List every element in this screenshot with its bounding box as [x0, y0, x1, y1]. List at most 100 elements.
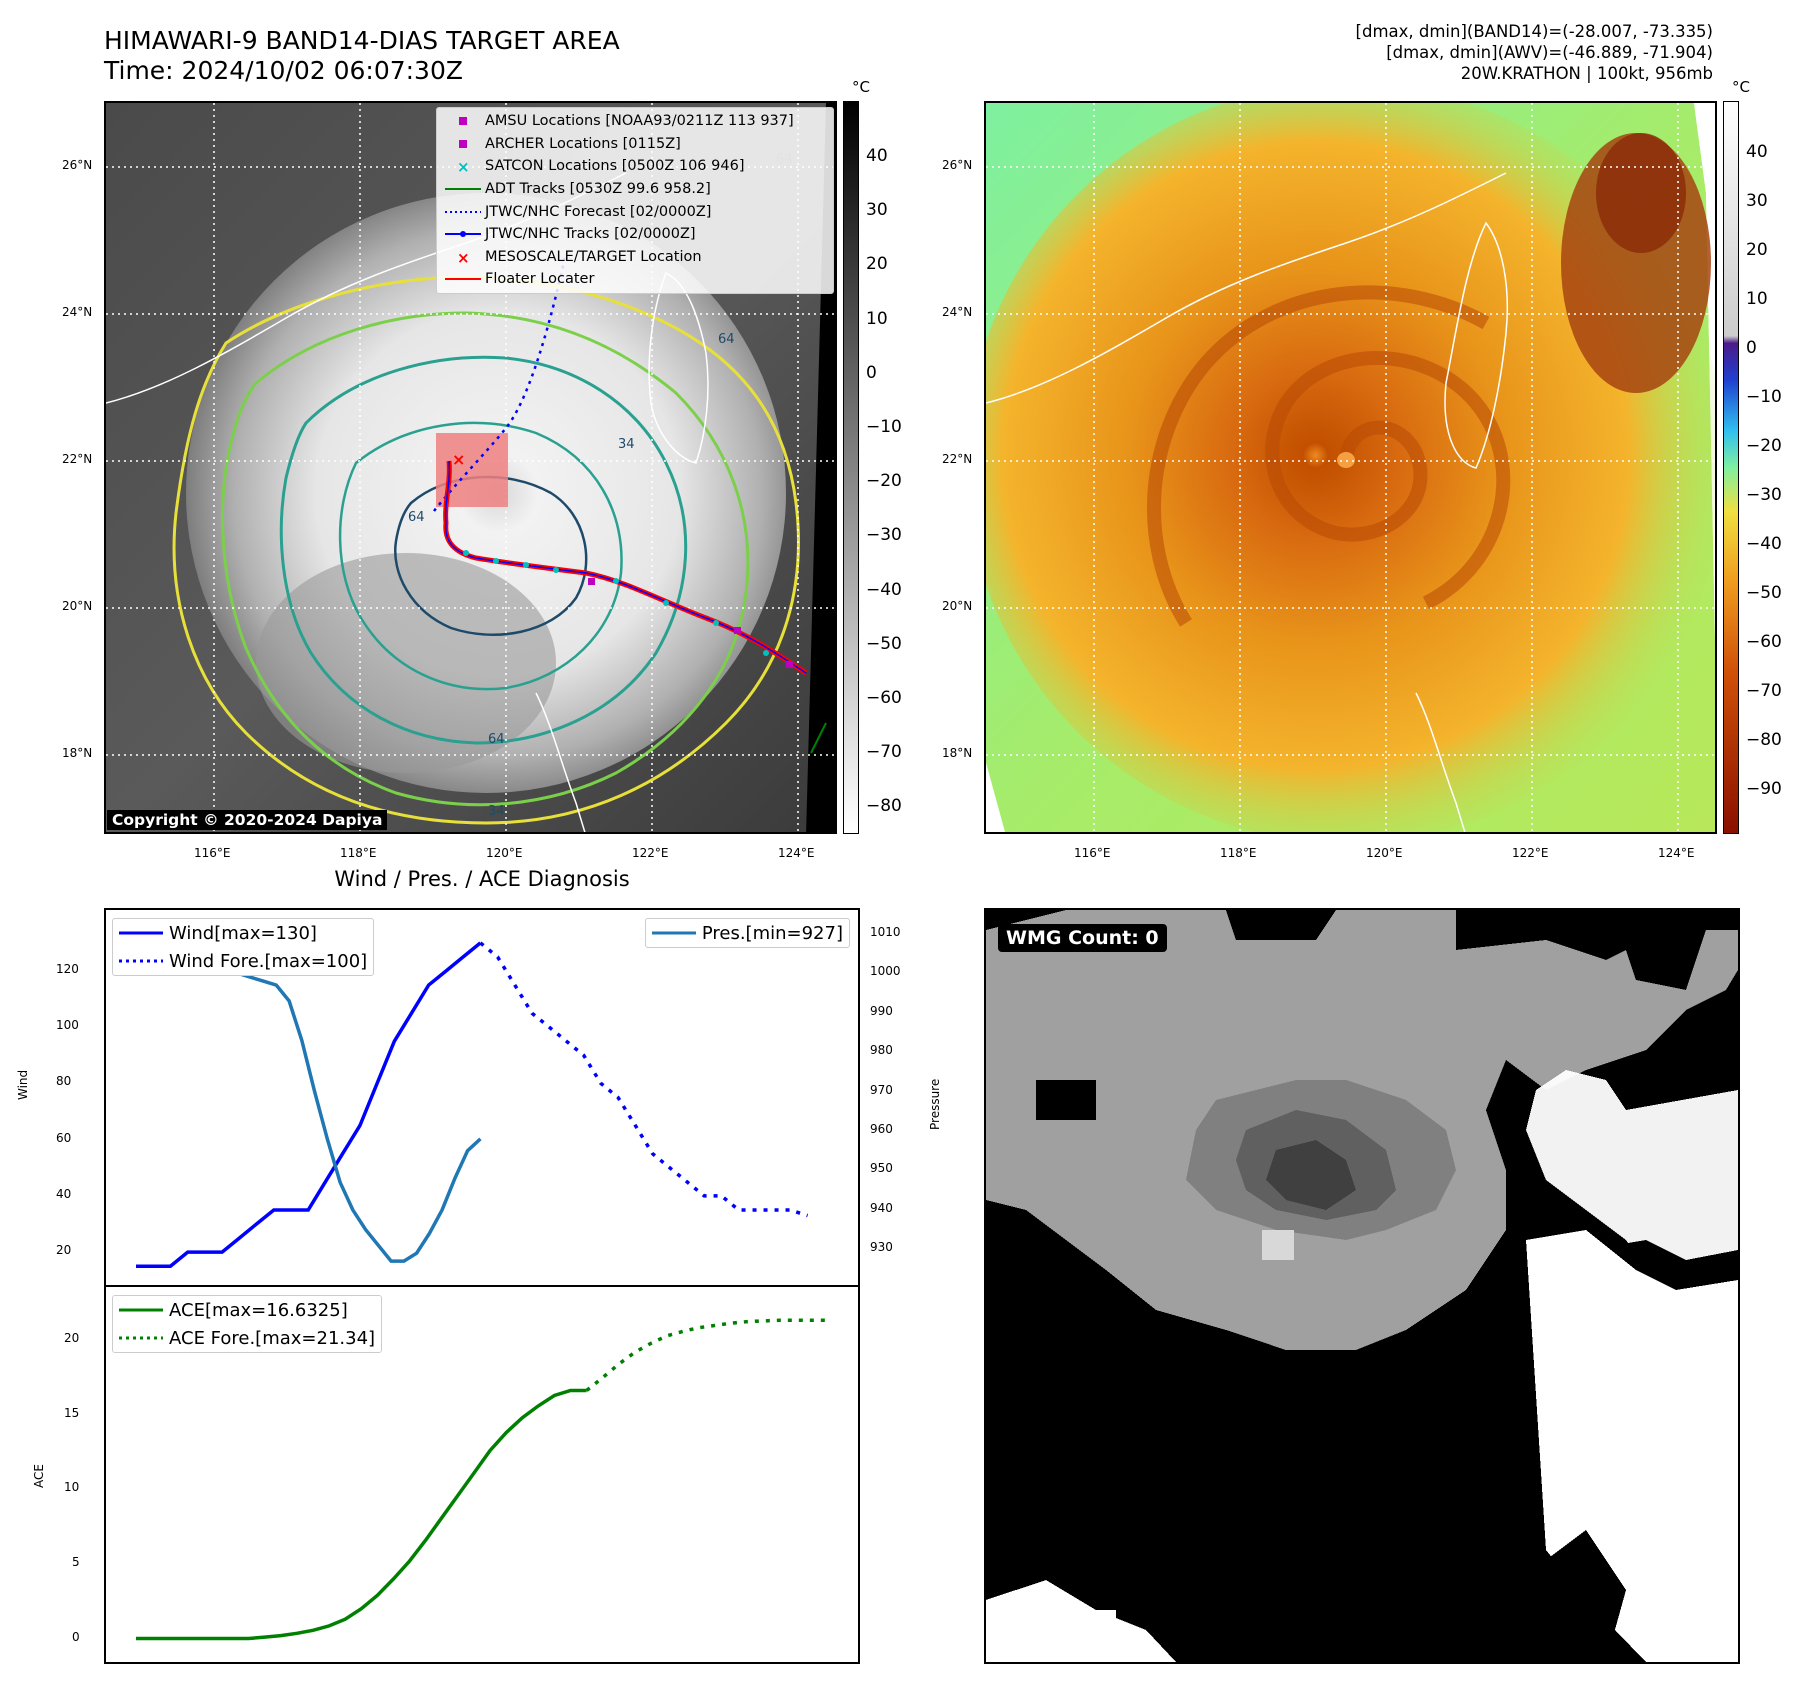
map-legend-item: × MESOSCALE/TARGET Location: [441, 246, 829, 269]
wind-ytick: 60: [56, 1130, 72, 1145]
lon-label-116e: 116°E: [194, 846, 231, 860]
wind-axis-label: Wind: [16, 1069, 30, 1100]
ace-legend: ACE[max=16.6325] ACE Fore.[max=21.34]: [112, 1295, 383, 1353]
colorbar-right-tick: 0: [1746, 338, 1757, 358]
wind-ytick: 120: [56, 961, 79, 976]
ace-chart-panel: ACE[max=16.6325] ACE Fore.[max=21.34]: [104, 1285, 860, 1664]
colorbar-left-tick: 10: [866, 308, 888, 329]
lon-label-124e-right: 124°E: [1658, 846, 1695, 860]
colorbar-right-tick: −30: [1746, 485, 1782, 505]
lat-label-24n: 24°N: [62, 305, 93, 319]
chart-title: Wind / Pres. / ACE Diagnosis: [334, 867, 630, 891]
map-legend-item: × SATCON Locations [0500Z 106 946]: [441, 155, 829, 178]
legend-pressure: Pres.[min=927]: [651, 922, 843, 944]
colorbar-right-tick: −20: [1746, 436, 1782, 456]
figure-title: HIMAWARI-9 BAND14-DIAS TARGET AREA: [104, 26, 620, 55]
wind-chart-series-1: [479, 941, 809, 1218]
lon-label-118e-right: 118°E: [1220, 846, 1257, 860]
ace-chart: [136, 1318, 828, 1641]
ace-ytick: 10: [64, 1480, 80, 1495]
colorbar-right-tick: −90: [1746, 779, 1782, 799]
info-storm: 20W.KRATHON | 100kt, 956mb: [1460, 64, 1713, 83]
colorbar-left-tick: −50: [866, 633, 902, 654]
colorbar-right-tick: −10: [1746, 387, 1782, 407]
legend-symbol-icon: ×: [457, 158, 470, 176]
colorbar-left-tick: 30: [866, 200, 888, 221]
lon-label-118e: 118°E: [340, 846, 377, 860]
colorbar-left-tick: 0: [866, 362, 877, 383]
colorbar-right-tick: −40: [1746, 534, 1782, 554]
wind-ytick: 100: [56, 1018, 79, 1033]
map-legend-item: Floater Locater: [441, 268, 829, 291]
enhanced-map-image: [986, 103, 1715, 832]
colorbar-right-tick: −70: [1746, 681, 1782, 701]
colorbar-right-tick: 20: [1746, 240, 1768, 260]
wind-pres-chart-panel: Wind[max=130] Wind Fore.[max=100] Pres.[…: [104, 908, 860, 1287]
pressure-ytick: 990: [870, 1003, 893, 1018]
lat-label-26n: 26°N: [62, 158, 93, 172]
colorbar-right-tick: 30: [1746, 191, 1768, 211]
pressure-ytick: 930: [870, 1240, 893, 1255]
legend-ace-fore: ACE Fore.[max=21.34]: [119, 1327, 376, 1349]
figure-time: Time: 2024/10/02 06:07:30Z: [104, 56, 463, 85]
ace-chart-series-0: [136, 1388, 587, 1641]
colorbar-right-unit: °C: [1732, 78, 1750, 96]
ir-map-panel: × 64 64 64 64 34 34 AMSU Locations [NOAA…: [104, 101, 837, 834]
legend-wind-fore: Wind Fore.[max=100]: [119, 950, 368, 972]
legend-ace: ACE[max=16.6325]: [119, 1299, 348, 1321]
map-legend-item: JTWC/NHC Tracks [02/0000Z]: [441, 223, 829, 246]
colorbar-right-tick: 40: [1746, 142, 1768, 162]
svg-text:×: ×: [452, 450, 465, 469]
info-band14-range: [dmax, dmin](BAND14)=(-28.007, -73.335): [1355, 22, 1713, 41]
lon-label-120e-right: 120°E: [1366, 846, 1403, 860]
lat-label-22n: 22°N: [62, 452, 93, 466]
ace-chart-series-1: [585, 1318, 828, 1392]
lat-label-24n-right: 24°N: [942, 305, 973, 319]
wmg-panel: WMG Count: 0: [984, 908, 1740, 1664]
pressure-ytick: 950: [870, 1161, 893, 1176]
colorbar-right-tick: −50: [1746, 583, 1782, 603]
contour-label-1: 64: [408, 510, 425, 525]
svg-text:×: ×: [457, 249, 470, 267]
lon-label-124e: 124°E: [778, 846, 815, 860]
colorbar-left-tick: 40: [866, 146, 888, 166]
legend-wind: Wind[max=130]: [119, 922, 317, 944]
lat-label-18n: 18°N: [62, 746, 93, 760]
pressure-ytick: 1010: [870, 924, 901, 939]
ace-ytick: 5: [72, 1554, 80, 1569]
ace-ytick: 20: [64, 1331, 80, 1346]
pressure-ytick: 940: [870, 1200, 893, 1215]
colorbar-right-tick: −60: [1746, 632, 1782, 652]
colorbar-left-tick: −30: [866, 525, 902, 546]
colorbar-left-tick: −10: [866, 417, 902, 437]
colorbar-left-tick: −20: [866, 471, 902, 492]
colorbar-left-tick: −60: [866, 688, 902, 708]
wmg-image: [986, 910, 1738, 1662]
pressure-ytick: 960: [870, 1122, 893, 1136]
wind-chart-series-2: [136, 940, 482, 1263]
lon-label-122e: 122°E: [632, 846, 669, 860]
pressure-ytick: 980: [870, 1043, 893, 1058]
map-legend-item: ADT Tracks [0530Z 99.6 958.2]: [441, 178, 829, 201]
contour-label-6: 34: [488, 804, 505, 819]
legend-symbol-icon: [445, 210, 481, 213]
legend-symbol-icon: [445, 231, 481, 238]
lon-label-122e-right: 122°E: [1512, 846, 1549, 860]
lat-label-26n-right: 26°N: [942, 158, 973, 172]
wmg-count-badge: WMG Count: 0: [998, 924, 1167, 952]
colorbar-left-unit: °C: [852, 78, 870, 96]
ace-ytick: 15: [64, 1405, 80, 1420]
enhanced-map-panel: [984, 101, 1717, 834]
ace-ytick: 0: [72, 1629, 80, 1644]
lon-label-116e-right: 116°E: [1074, 846, 1111, 860]
lat-label-20n-right: 20°N: [942, 599, 973, 613]
contour-label-2: 64: [718, 332, 735, 347]
map-legend-item: ARCHER Locations [0115Z]: [441, 133, 829, 156]
wind-chart-series-0: [136, 941, 482, 1268]
colorbar-left-tick: 20: [866, 254, 888, 275]
wind-ytick: 20: [56, 1243, 72, 1258]
wind-legend: Wind[max=130] Wind Fore.[max=100]: [112, 918, 375, 976]
lat-label-20n: 20°N: [62, 599, 93, 613]
colorbar-left-tick: −80: [866, 796, 902, 817]
wind-ytick: 80: [56, 1074, 72, 1089]
